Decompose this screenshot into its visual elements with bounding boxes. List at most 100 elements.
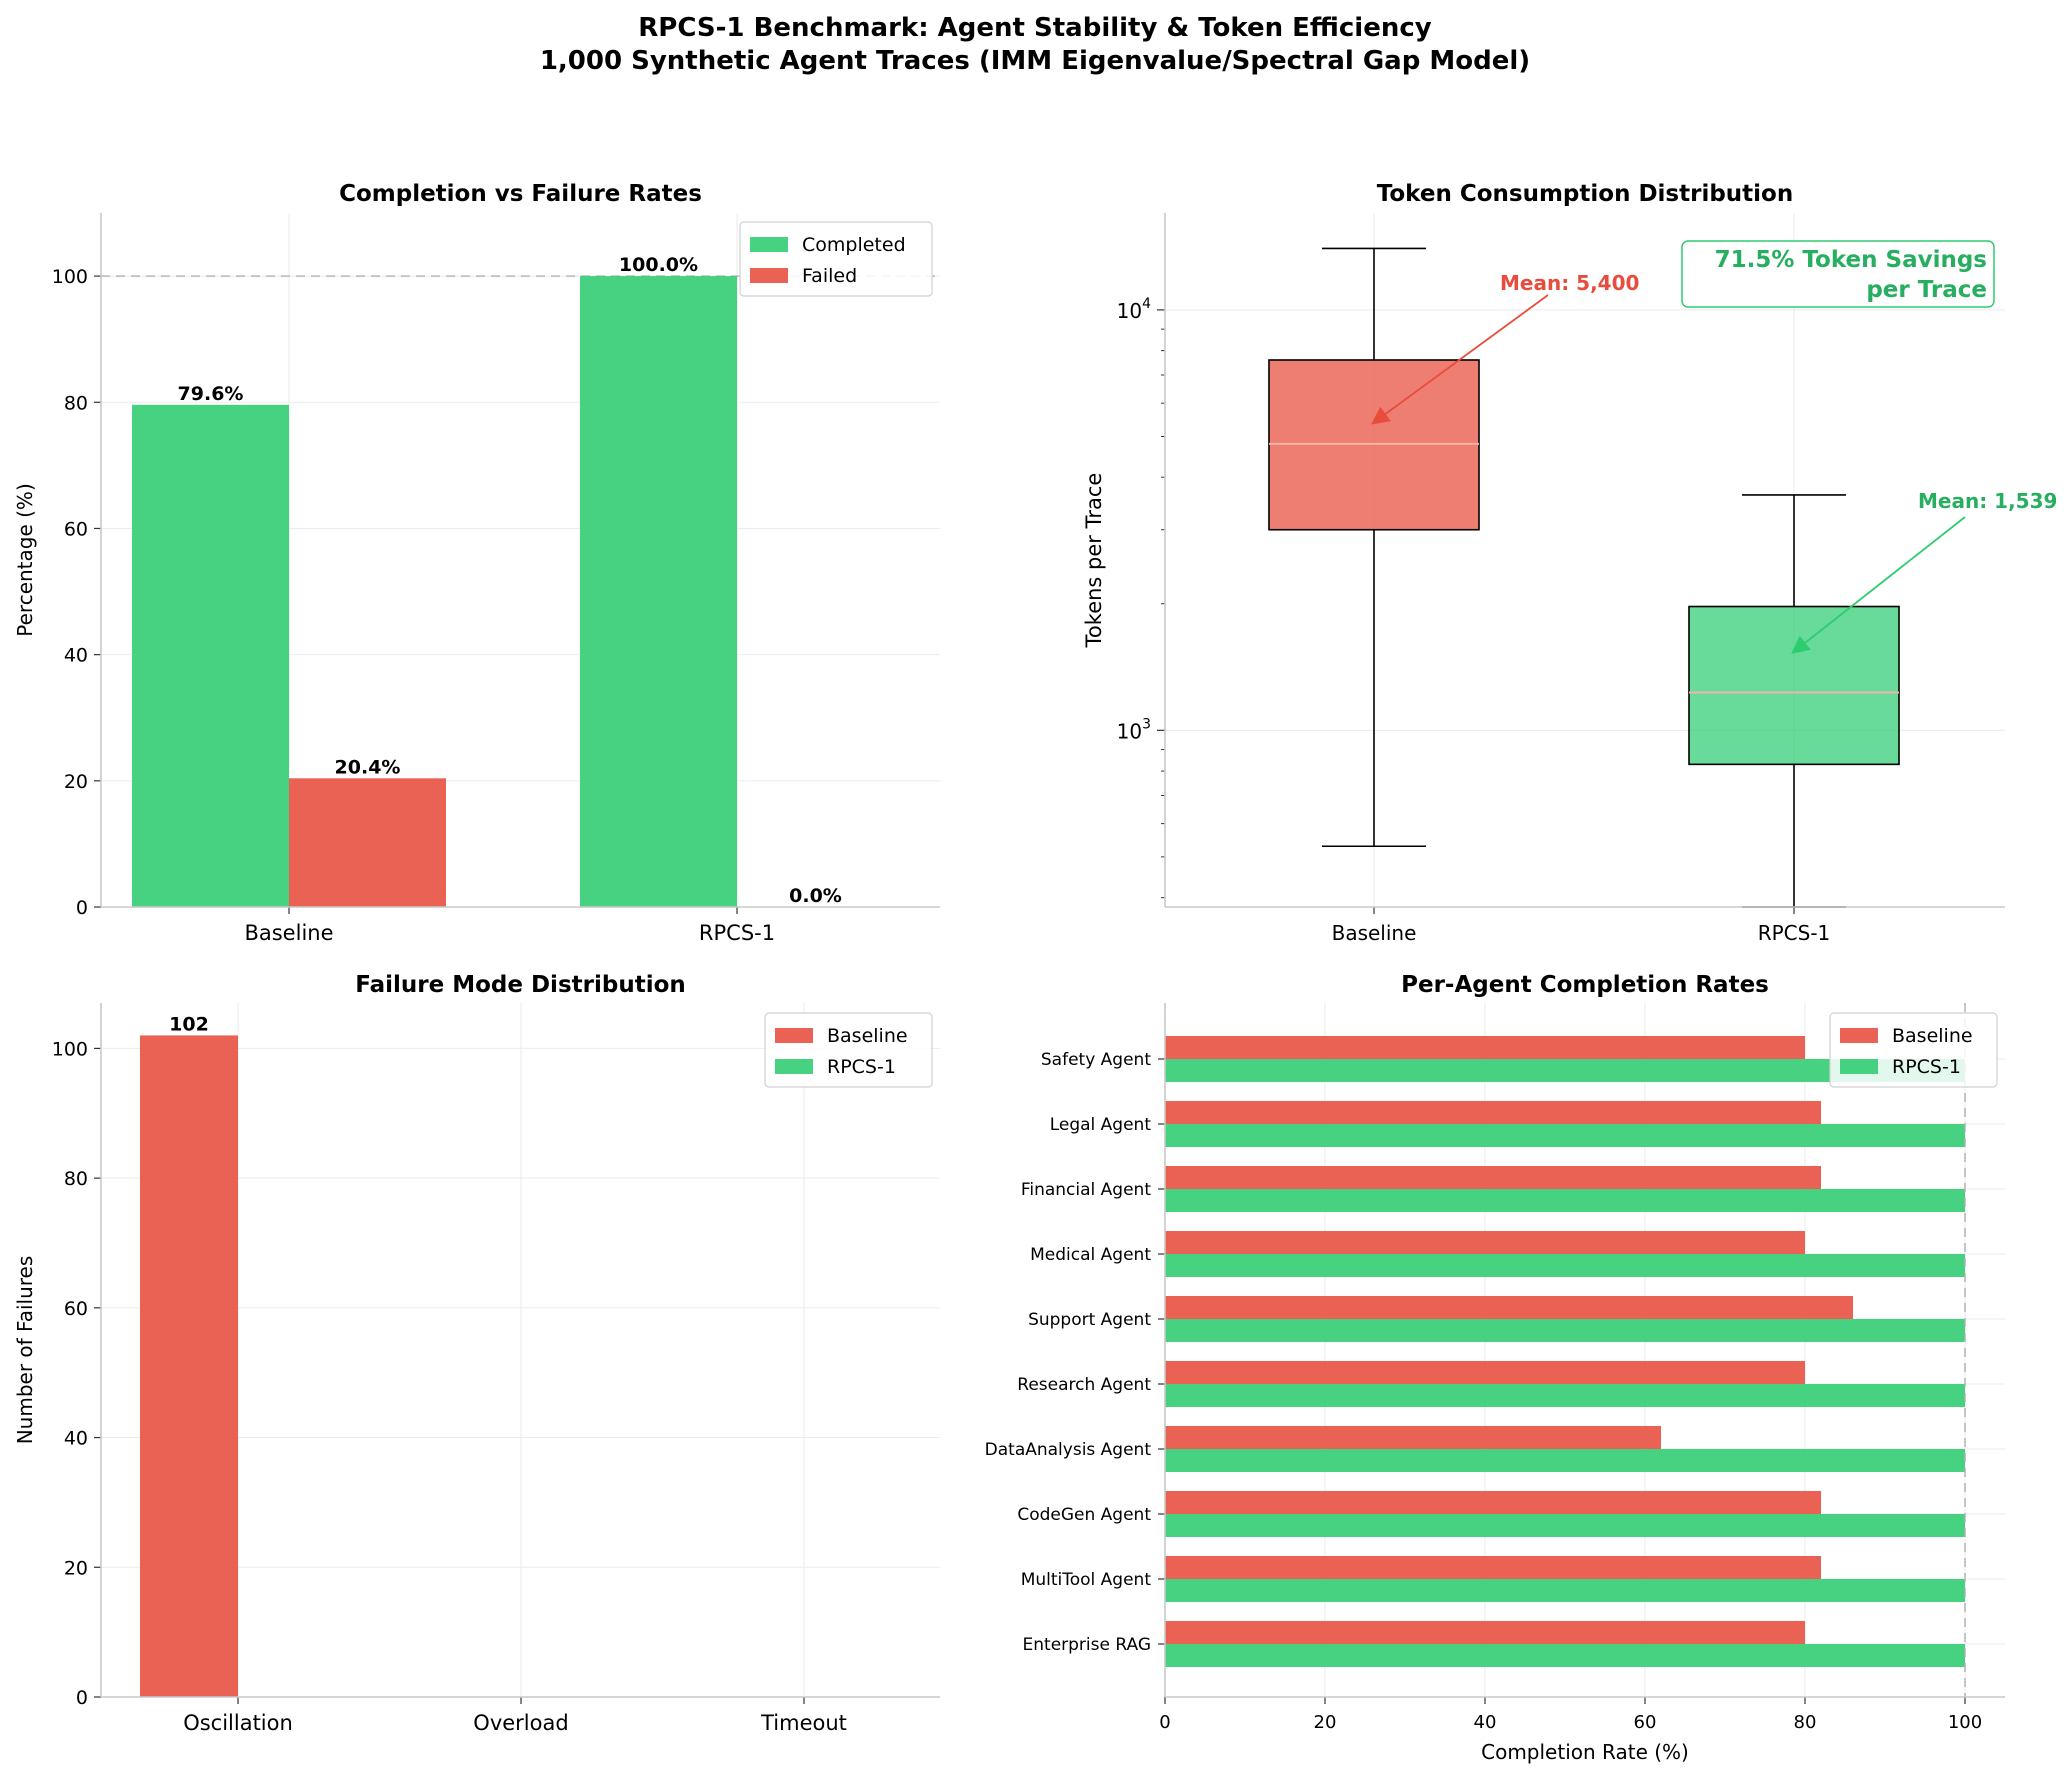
per-agent-completion-chart: Per-Agent Completion Rates 0 20 40 60 80 100 Sa… <box>985 972 2005 1764</box>
legend-label: Baseline <box>827 1025 908 1047</box>
legend-label: Failed <box>802 265 857 287</box>
y-tick-label: 60 <box>64 518 88 540</box>
bar-failed <box>289 778 446 907</box>
bar-baseline <box>1165 1361 1805 1384</box>
box-body <box>1688 605 1900 766</box>
y-axis-label: Number of Failures <box>13 1256 37 1445</box>
y-tick-label: 104 <box>1117 296 1151 323</box>
savings-annotation-box <box>1681 240 1995 308</box>
bar-completed <box>132 404 289 907</box>
x-tick-label: 40 <box>1474 1712 1497 1733</box>
token-consumption-chart: Token Consumption Distribution 103 104 Mean… <box>1082 181 2057 945</box>
savings-annotation-line1: 71.5% Token Savings <box>1715 247 1987 273</box>
savings-annotation-line2: per Trace <box>1866 277 1987 303</box>
panel-title: Token Consumption Distribution <box>1377 181 1793 207</box>
x-tick-label: 20 <box>1314 1712 1337 1733</box>
y-tick-label: 0 <box>76 1687 88 1709</box>
bar-rpcs-1 <box>1165 1189 1965 1212</box>
bar-completed <box>580 276 737 907</box>
legend-label: Completed <box>802 234 906 256</box>
legend-swatch <box>1840 1028 1878 1043</box>
mean-arrow <box>1371 294 1549 425</box>
bar-rpcs-1 <box>1165 1449 1965 1472</box>
x-tick-label: 80 <box>1794 1712 1817 1733</box>
y-tick-label: Enterprise RAG <box>1023 1635 1151 1655</box>
x-tick-label: Oscillation <box>183 1711 293 1735</box>
bar-value-label: 100.0% <box>619 254 698 276</box>
bar-baseline <box>140 1035 238 1697</box>
bar-baseline <box>1165 1296 1853 1319</box>
bar-baseline <box>1165 1231 1805 1254</box>
bar-baseline <box>1165 1491 1821 1514</box>
mean-arrow <box>1791 516 1966 654</box>
bar-baseline <box>1165 1036 1805 1059</box>
y-tick-label: 0 <box>76 897 88 919</box>
y-tick-label: 20 <box>64 771 88 793</box>
legend-swatch <box>1840 1059 1878 1074</box>
y-tick-label: DataAnalysis Agent <box>985 1440 1152 1460</box>
x-tick-label: 100 <box>1948 1712 1982 1733</box>
y-axis-label: Tokens per Trace <box>1082 473 1106 649</box>
mean-label: Mean: 5,400 <box>1500 271 1639 295</box>
y-axis-label: Percentage (%) <box>13 483 37 636</box>
bar-baseline <box>1165 1426 1661 1449</box>
y-tick-label: 60 <box>64 1298 88 1320</box>
y-tick-label: 40 <box>64 1428 88 1450</box>
y-tick-label: 20 <box>64 1557 88 1579</box>
y-tick-label: Medical Agent <box>1030 1245 1151 1265</box>
bar-value-label: 20.4% <box>335 756 401 778</box>
bar-rpcs-1 <box>1165 1384 1965 1407</box>
y-tick-label: Safety Agent <box>1041 1050 1151 1070</box>
panel-title: Completion vs Failure Rates <box>339 181 702 207</box>
y-tick-label: 100 <box>52 1038 88 1060</box>
figure-title-line1: RPCS-1 Benchmark: Agent Stability & Toke… <box>638 13 1432 43</box>
legend-label: RPCS-1 <box>1892 1056 1961 1078</box>
legend-swatch <box>775 1059 813 1074</box>
bar-baseline <box>1165 1556 1821 1579</box>
figure-title-line2: 1,000 Synthetic Agent Traces (IMM Eigenv… <box>540 46 1530 76</box>
x-tick-label: 0 <box>1159 1712 1170 1733</box>
y-tick-label: Research Agent <box>1017 1375 1151 1395</box>
bar-baseline <box>1165 1101 1821 1124</box>
y-tick-label: 100 <box>52 266 88 288</box>
x-tick-label: Overload <box>473 1711 568 1735</box>
x-tick-label: Baseline <box>244 921 333 945</box>
x-tick-label: RPCS-1 <box>1758 921 1831 945</box>
legend-label: Baseline <box>1892 1025 1973 1047</box>
y-tick-label: MultiTool Agent <box>1021 1570 1152 1590</box>
bar-rpcs-1 <box>1165 1644 1965 1667</box>
failure-mode-chart: Failure Mode Distribution 0 20 40 60 80 100 102… <box>13 972 940 1735</box>
bar-rpcs-1 <box>1165 1124 1965 1147</box>
panel-title: Failure Mode Distribution <box>355 972 686 998</box>
y-tick-label: 103 <box>1117 716 1151 743</box>
bar-rpcs-1 <box>1165 1059 1965 1082</box>
bar-rpcs-1 <box>1165 1254 1965 1277</box>
bar-value-label: 79.6% <box>178 383 244 405</box>
legend-swatch <box>750 268 788 283</box>
bar-value-label: 102 <box>169 1013 209 1035</box>
y-tick-label: 80 <box>64 392 88 414</box>
legend-swatch <box>750 237 788 252</box>
bar-baseline <box>1165 1621 1805 1644</box>
x-axis-label: Completion Rate (%) <box>1481 1740 1689 1764</box>
bar-rpcs-1 <box>1165 1514 1965 1537</box>
y-tick-label: Support Agent <box>1028 1310 1151 1330</box>
bar-baseline <box>1165 1166 1821 1189</box>
x-tick-label: Timeout <box>760 1711 847 1735</box>
y-tick-label: 40 <box>64 645 88 667</box>
bar-value-label: 0.0% <box>789 885 842 907</box>
x-tick-label: Baseline <box>1332 921 1417 945</box>
bar-rpcs-1 <box>1165 1319 1965 1342</box>
mean-label: Mean: 1,539 <box>1918 489 2057 513</box>
y-tick-label: Legal Agent <box>1050 1115 1152 1135</box>
legend-swatch <box>775 1028 813 1043</box>
y-tick-label: 80 <box>64 1168 88 1190</box>
x-tick-label: 60 <box>1634 1712 1657 1733</box>
y-tick-label: Financial Agent <box>1021 1180 1151 1200</box>
legend-label: RPCS-1 <box>827 1056 896 1078</box>
y-tick-label: CodeGen Agent <box>1017 1505 1151 1525</box>
panel-title: Per-Agent Completion Rates <box>1401 972 1769 998</box>
completion-failure-chart: Completion vs Failure Rates 0 20 40 60 80 100 7… <box>13 181 940 945</box>
bar-rpcs-1 <box>1165 1579 1965 1602</box>
